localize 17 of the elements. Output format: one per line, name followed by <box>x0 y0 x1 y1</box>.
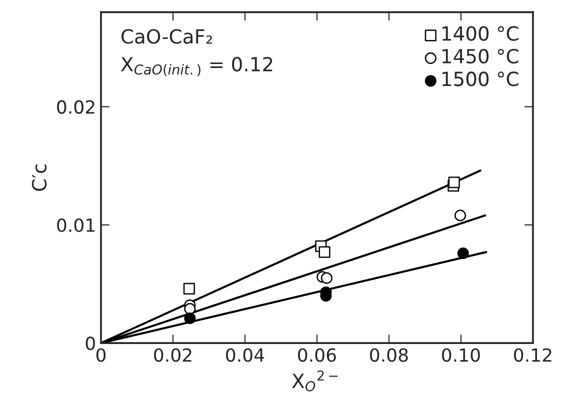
x-tick-label: 0.08 <box>370 348 408 362</box>
annotation: X$_{CaO(init.)}$ = 0.12 <box>121 56 272 76</box>
x-tick-label: 0.04 <box>226 348 264 362</box>
annotation: CaO-CaF₂ <box>122 29 212 44</box>
x-tick-label: 0.12 <box>514 348 552 362</box>
x-tick-label: 0 <box>96 348 106 362</box>
y-tick-label: 0.01 <box>57 218 94 232</box>
x-tick-label: 0.02 <box>154 348 192 362</box>
legend-label: 1400 °C <box>442 26 518 41</box>
x-tick-label: 0.06 <box>298 348 336 362</box>
x-tick-label: 0.10 <box>442 348 480 362</box>
legend-label: 1450 °C <box>442 48 518 64</box>
x-axis-title: X$_{O}$$^{2−}$ <box>292 370 338 392</box>
legend-label: 1500 °C <box>442 72 518 86</box>
y-tick-label: 0.02 <box>57 100 94 114</box>
y-axis-title: C′c <box>32 164 47 191</box>
y-tick-label: 0 <box>86 336 95 350</box>
